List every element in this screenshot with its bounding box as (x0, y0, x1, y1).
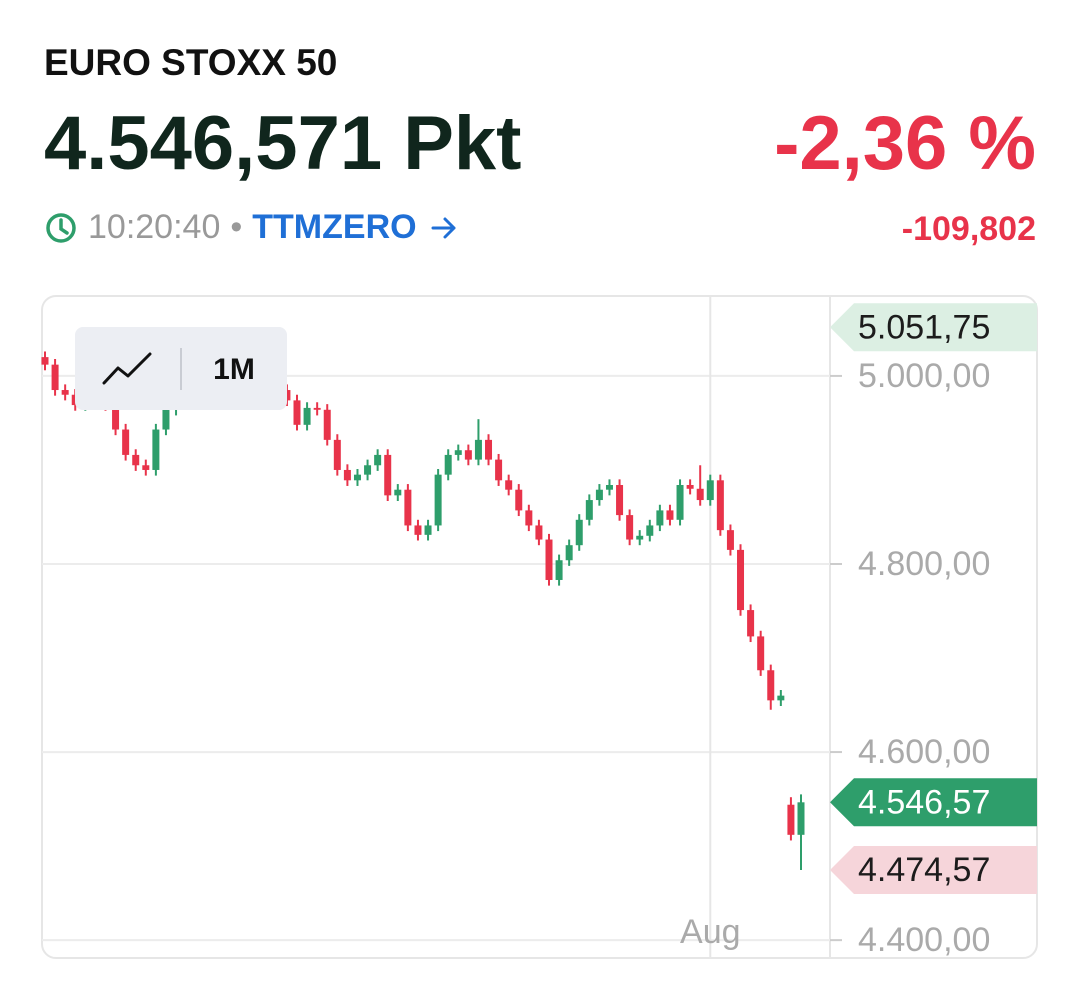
candle-body (424, 525, 432, 535)
candle-body (787, 804, 795, 835)
candle-body (485, 439, 493, 460)
candle-body (122, 429, 130, 455)
separator: • (230, 208, 243, 246)
price-tag-label: 5.051,75 (858, 308, 990, 346)
candle-body (575, 519, 583, 546)
candle-body (313, 407, 321, 410)
line-chart-icon[interactable] (102, 352, 152, 385)
candle-body (656, 510, 664, 526)
candle-body (41, 357, 49, 365)
meta-row: 10:20:40 • TTMZERO (44, 208, 461, 247)
change-absolute: -109,802 (901, 210, 1036, 248)
x-tick-label: Aug (680, 913, 741, 951)
candle-body (636, 535, 644, 540)
source-link[interactable]: TTMZERO (252, 208, 417, 246)
candle-body (293, 400, 301, 425)
candle-body (152, 429, 160, 470)
candle-body (545, 539, 553, 580)
candle-body (394, 489, 402, 496)
candle-body (404, 489, 412, 526)
candle-body (747, 610, 755, 637)
candle-body (716, 480, 724, 531)
candle-body (525, 510, 533, 526)
candle-body (777, 695, 785, 701)
candle-body (737, 549, 745, 611)
candle-body (343, 469, 351, 481)
candle-body (51, 364, 59, 391)
candle-body (616, 485, 624, 516)
candle-body (353, 474, 361, 481)
candle-body (595, 489, 603, 501)
candle-body (726, 530, 734, 550)
y-tick-label: 4.400,00 (858, 921, 990, 959)
candle-body (666, 510, 674, 520)
change-percent: -2,36 % (774, 101, 1036, 186)
candle-body (132, 454, 140, 466)
timeframe-button[interactable]: 1M (213, 353, 255, 386)
y-tick-label: 4.800,00 (858, 545, 990, 583)
candle-body (364, 465, 372, 475)
candle-body (374, 454, 382, 466)
arrow-icon[interactable] (427, 211, 461, 245)
candle-body (676, 485, 684, 520)
timeframe-control[interactable]: 1M (75, 327, 287, 410)
candle-body (535, 525, 543, 540)
y-tick-label: 4.600,00 (858, 733, 990, 771)
candle-body (605, 485, 613, 490)
candle-body (464, 450, 472, 460)
price-tag (830, 303, 1037, 352)
price: 4.546,571 Pkt (44, 101, 522, 186)
candle-body (505, 480, 513, 490)
candle-body (323, 409, 331, 440)
price-tag-label: 4.474,57 (858, 851, 990, 889)
price-tag (830, 778, 1037, 827)
candle-body (474, 439, 482, 460)
price-tag-label: 4.546,57 (858, 783, 990, 821)
y-tick-label: 5.000,00 (858, 357, 990, 395)
candle-body (515, 489, 523, 511)
candle-body (696, 488, 704, 501)
candle-body (384, 454, 392, 496)
candle-body (434, 474, 442, 526)
candle-body (686, 485, 694, 489)
candle-body (454, 450, 462, 455)
candle-body (303, 407, 311, 425)
candle-body (61, 390, 69, 395)
candle-body (555, 560, 563, 580)
candle-body (495, 459, 503, 481)
candle-body (585, 500, 593, 520)
candle-body (142, 465, 150, 470)
time: 10:20:40 (88, 208, 221, 246)
candle-body (706, 480, 714, 501)
candle-body (162, 409, 170, 430)
price-tag (830, 846, 1037, 895)
candle-body (797, 802, 805, 835)
candle-body (333, 439, 341, 470)
clock-icon (46, 212, 76, 243)
candle-body (757, 636, 765, 671)
candle-body (414, 525, 422, 535)
candle-body (444, 454, 452, 475)
index-title: EURO STOXX 50 (44, 42, 338, 83)
candle-body (646, 525, 654, 536)
candle-body (565, 545, 573, 561)
candle-body (626, 515, 634, 540)
candle-body (767, 670, 775, 701)
